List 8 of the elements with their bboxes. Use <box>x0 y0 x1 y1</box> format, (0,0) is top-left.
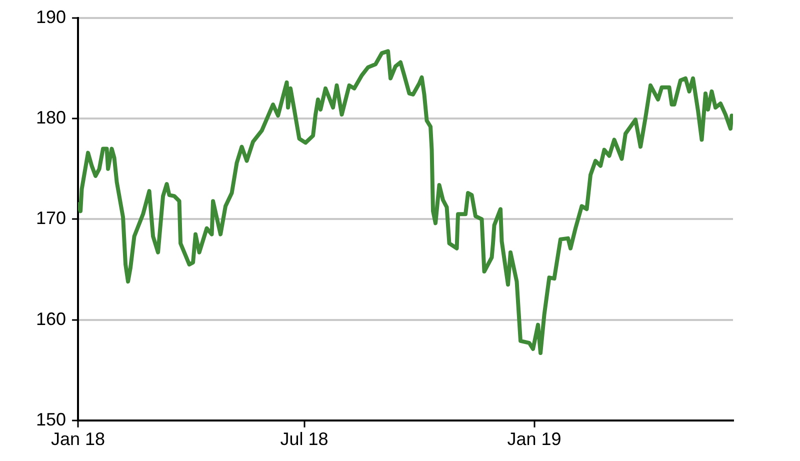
y-tick-label: 190 <box>36 6 66 27</box>
y-tick-label: 160 <box>36 308 66 329</box>
y-tick-label: 180 <box>36 108 66 128</box>
y-tick-label: 170 <box>36 208 66 228</box>
y-tick-label: 150 <box>36 409 66 430</box>
x-tick-label: Jan 19 <box>507 429 562 450</box>
x-tick-label: Jan 18 <box>51 429 106 450</box>
x-tick-label: Jul 18 <box>280 429 328 450</box>
